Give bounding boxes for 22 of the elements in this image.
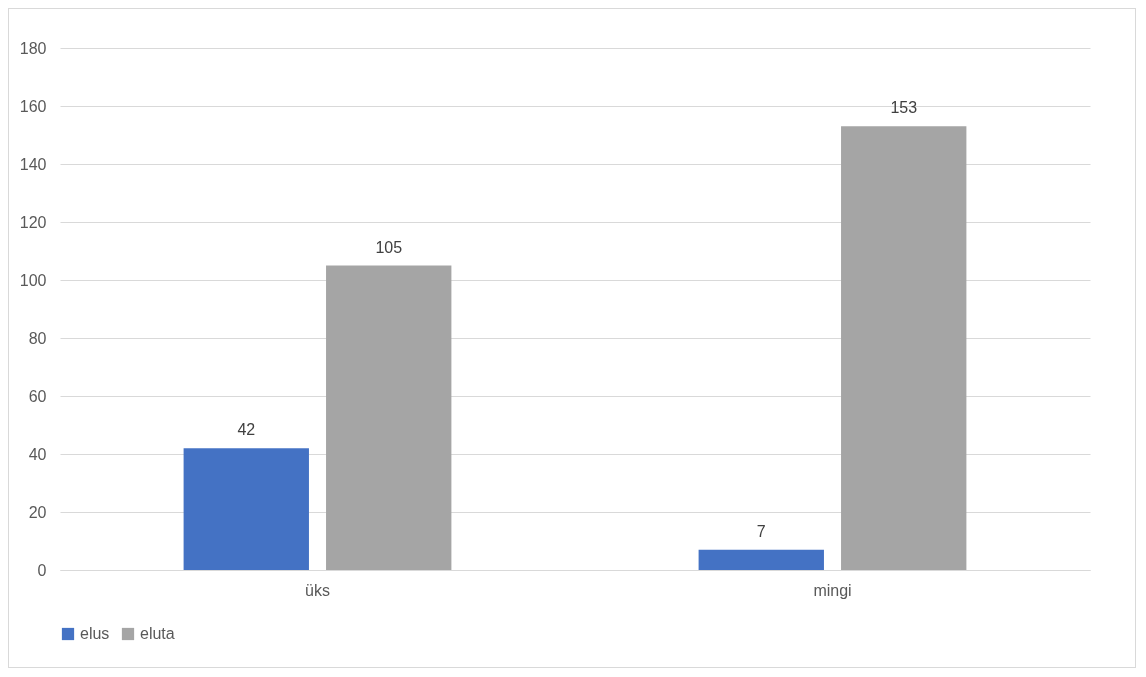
legend-label: elus (80, 625, 110, 642)
data-label: 105 (375, 238, 403, 256)
y-tick-label: 40 (28, 445, 47, 463)
x-tick-label: mingi (813, 581, 852, 599)
x-tick-label: üks (305, 581, 330, 599)
y-tick-label: 80 (28, 329, 47, 347)
y-tick-label: 0 (37, 561, 47, 579)
y-tick-label: 160 (19, 97, 47, 115)
data-label: 42 (237, 421, 256, 439)
legend-label: eluta (140, 625, 175, 642)
y-tick-label: 140 (19, 155, 47, 173)
y-tick-label: 100 (19, 271, 47, 289)
y-tick-label: 180 (19, 39, 47, 57)
data-label: 153 (890, 99, 918, 117)
y-tick-label: 60 (28, 387, 47, 405)
y-tick-label: 20 (28, 503, 47, 521)
y-tick-label: 120 (19, 213, 47, 231)
bar (841, 126, 967, 570)
bar (183, 448, 309, 570)
bar (698, 549, 824, 570)
data-label: 7 (756, 522, 766, 540)
bar (326, 265, 452, 570)
